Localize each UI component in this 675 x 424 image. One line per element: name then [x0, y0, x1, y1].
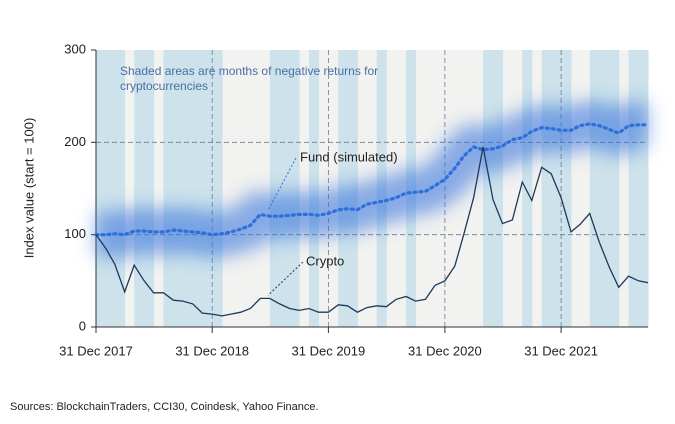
negative-month-shade [308, 50, 320, 327]
x-tick-label: 31 Dec 2021 [524, 343, 598, 358]
negative-month-shade [609, 50, 620, 327]
negative-month-shade [182, 50, 194, 327]
negative-month-shade [173, 50, 184, 327]
source: Sources: BlockchainTraders, CCI30, Coind… [10, 401, 319, 413]
negative-month-shade [279, 50, 291, 327]
y-axis-label: Index value (start = 100) [21, 118, 36, 259]
negative-month-shade [144, 50, 155, 327]
negative-month-shade [163, 50, 174, 327]
x-tick-label: 31 Dec 2020 [408, 343, 482, 358]
y-tick-label: 100 [64, 226, 86, 241]
negative-month-shade [541, 50, 552, 327]
negative-month-shade [114, 50, 126, 327]
negative-month-shade [96, 50, 107, 327]
negative-month-shade [105, 50, 116, 327]
negative-month-shade [269, 50, 281, 327]
negative-month-shade [289, 50, 300, 327]
negative-month-shade [589, 50, 600, 327]
x-tick-label: 31 Dec 2017 [59, 343, 133, 358]
negative-month-shade [628, 50, 639, 327]
negative-month-shade [212, 50, 223, 327]
negative-month-shade [522, 50, 533, 327]
negative-month-shade [202, 50, 213, 327]
y-tick-label: 0 [79, 318, 86, 333]
leader [267, 261, 304, 296]
annotation-box: Shaded areas are months of negative retu… [120, 64, 379, 93]
negative-month-shade [551, 50, 562, 327]
x-tick-label: 31 Dec 2019 [292, 343, 366, 358]
negative-month-shade [638, 50, 649, 327]
x-tick-label: 31 Dec 2018 [175, 343, 249, 358]
negative-month-shade [192, 50, 203, 327]
annotation: Shaded areas are months of negative retu… [120, 64, 379, 93]
negative-month-shade [483, 50, 494, 327]
y-tick-label: 200 [64, 134, 86, 149]
series-label: Crypto [306, 253, 344, 268]
negative-month-shade [561, 50, 572, 327]
series-label: Fund (simulated) [300, 149, 398, 164]
fund-line [94, 122, 650, 237]
leader [267, 157, 297, 211]
negative-month-shade [492, 50, 504, 327]
negative-month-shade [599, 50, 610, 327]
negative-month-shade [134, 50, 145, 327]
y-tick-label: 300 [64, 41, 86, 56]
crypto-line [95, 146, 649, 317]
